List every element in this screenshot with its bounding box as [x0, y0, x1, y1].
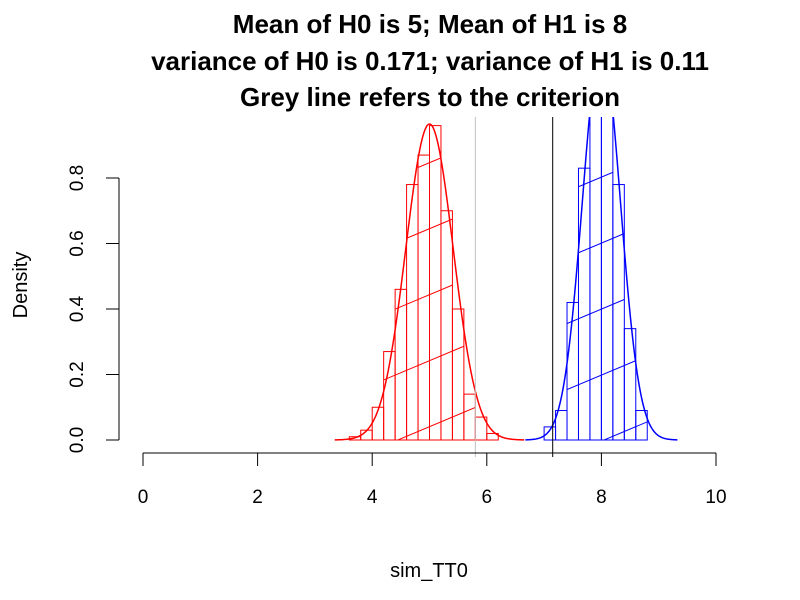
- density-curve: [525, 117, 678, 441]
- histogram-bar: [451, 308, 465, 441]
- x-tick-label: 8: [596, 487, 607, 508]
- histogram-bar: [600, 117, 614, 441]
- chart-title-line-2: variance of H0 is 0.171; variance of H1 …: [151, 46, 709, 76]
- x-tick-label: 10: [705, 487, 726, 508]
- histogram-bar: [429, 125, 442, 441]
- histogram-bar: [589, 117, 602, 441]
- histogram-bar: [623, 328, 637, 441]
- histogram-bar: [440, 210, 453, 441]
- hatch-line: [544, 152, 648, 207]
- y-tick-label: 0.8: [67, 165, 88, 191]
- x-tick-label: 2: [252, 487, 263, 508]
- histogram-bar: [486, 432, 499, 441]
- histogram-bar: [394, 288, 408, 441]
- chart-title-line-1: Mean of H0 is 5; Mean of H1 is 8: [233, 9, 627, 39]
- y-tick-label: 0.0: [67, 427, 88, 453]
- hatch-line: [533, 0, 659, 8]
- y-tick-label: 0.6: [67, 230, 88, 256]
- hatch-line: [544, 284, 648, 339]
- hatch-line: [544, 218, 648, 273]
- histogram-bar: [635, 410, 648, 441]
- density-curve: [334, 123, 525, 441]
- histogram-bar: [463, 393, 476, 441]
- y-tick-label: 0.4: [67, 295, 88, 322]
- x-tick-label: 0: [138, 487, 149, 508]
- hatch-line: [326, 0, 509, 8]
- x-tick-label: 4: [367, 487, 378, 508]
- chart-title-line-3: Grey line refers to the criterion: [240, 82, 620, 112]
- axes: 0 2 4 6 8 10 0.0 0.2 0.4 0.6 0.8: [67, 165, 727, 508]
- y-axis-label: Density: [10, 252, 32, 319]
- histogram-bar: [577, 167, 591, 441]
- hatch-line: [544, 416, 648, 441]
- x-tick-label: 6: [482, 487, 493, 508]
- hatch-line: [544, 350, 648, 405]
- x-axis-label: sim_TT0: [390, 560, 468, 582]
- y-tick-label: 0.2: [67, 361, 88, 387]
